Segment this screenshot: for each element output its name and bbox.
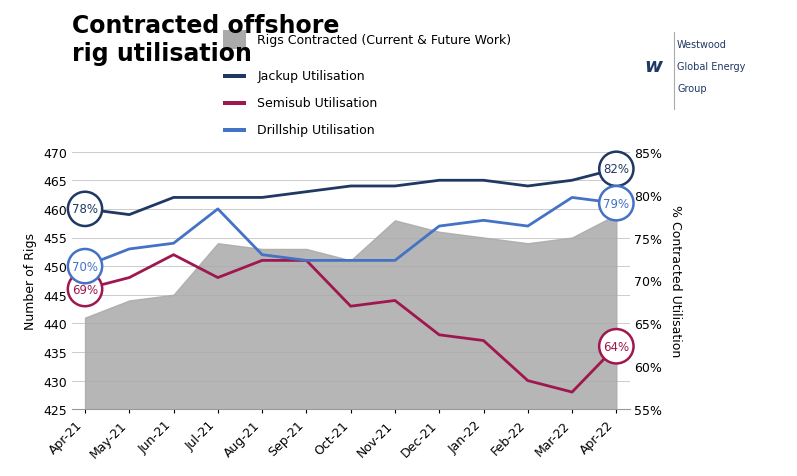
Text: Global Energy: Global Energy — [677, 62, 745, 71]
FancyBboxPatch shape — [223, 75, 245, 79]
Y-axis label: % Contracted Utilisation: % Contracted Utilisation — [669, 205, 682, 357]
Text: Drillship Utilisation: Drillship Utilisation — [257, 124, 375, 137]
Text: 79%: 79% — [603, 197, 630, 210]
Circle shape — [635, 33, 671, 100]
Text: Rigs Contracted (Current & Future Work): Rigs Contracted (Current & Future Work) — [257, 34, 512, 47]
FancyBboxPatch shape — [223, 129, 245, 132]
Text: Jackup Utilisation: Jackup Utilisation — [257, 70, 365, 83]
Text: 78%: 78% — [72, 203, 98, 216]
Text: Westwood: Westwood — [677, 40, 727, 50]
Text: 82%: 82% — [603, 163, 630, 176]
FancyBboxPatch shape — [223, 31, 245, 50]
Text: Group: Group — [677, 84, 707, 93]
Y-axis label: Number of Rigs: Number of Rigs — [25, 232, 37, 329]
Text: 64%: 64% — [603, 340, 630, 353]
Text: w: w — [644, 57, 662, 76]
FancyBboxPatch shape — [223, 102, 245, 106]
Text: 70%: 70% — [72, 260, 98, 273]
Text: Contracted offshore
rig utilisation: Contracted offshore rig utilisation — [72, 14, 339, 66]
Text: Semisub Utilisation: Semisub Utilisation — [257, 97, 378, 110]
Text: 69%: 69% — [72, 283, 98, 296]
